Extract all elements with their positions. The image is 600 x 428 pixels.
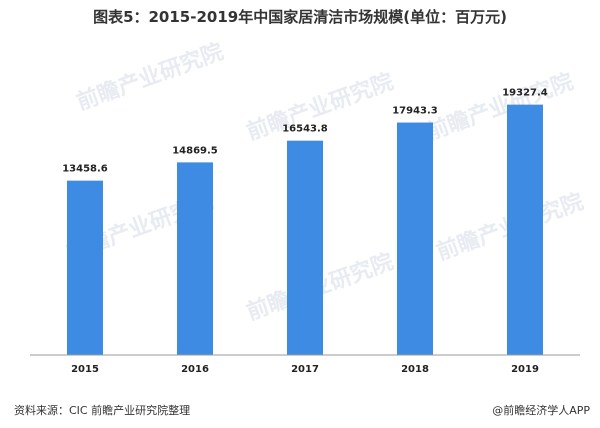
value-label-2015: 13458.6	[62, 164, 108, 175]
value-label-2017: 16543.8	[282, 124, 328, 135]
x-tick-2019: 2019	[511, 364, 539, 375]
bar-2019	[507, 104, 543, 355]
bar-2018	[397, 122, 433, 355]
value-labels: 13458.6 14869.5 16543.8 17943.3 19327.4	[62, 88, 548, 175]
x-tick-2017: 2017	[291, 364, 319, 375]
x-tick-2018: 2018	[401, 364, 429, 375]
chart-title: 图表5：2015-2019年中国家居清洁市场规模(单位：百万元)	[93, 8, 507, 26]
bar-2015	[67, 180, 103, 355]
value-label-2018: 17943.3	[392, 106, 438, 117]
bar-2017	[287, 140, 323, 355]
x-tick-labels: 2015 2016 2017 2018 2019	[71, 364, 539, 375]
value-label-2016: 14869.5	[172, 145, 218, 156]
value-label-2019: 19327.4	[502, 88, 548, 99]
credit-note: @前瞻经济学人APP	[492, 404, 590, 417]
source-note: 资料来源：CIC 前瞻产业研究院整理	[14, 404, 191, 417]
watermark-0: 前瞻产业研究院	[73, 39, 227, 116]
bars	[67, 104, 543, 355]
x-tick-2015: 2015	[71, 364, 99, 375]
bar-chart: 前瞻产业研究院前瞻产业研究院前瞻产业研究院前瞻产业研究院前瞻产业研究院前瞻产业研…	[30, 39, 587, 375]
watermark-2: 前瞻产业研究院	[423, 69, 577, 146]
x-tick-2016: 2016	[181, 364, 209, 375]
bar-2016	[177, 162, 213, 355]
